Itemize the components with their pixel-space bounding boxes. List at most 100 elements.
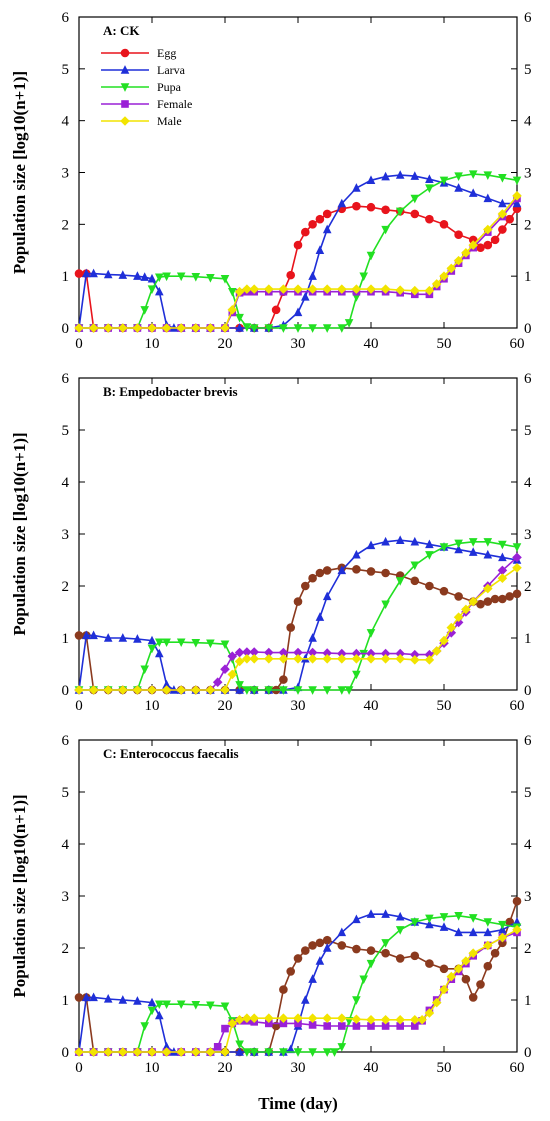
data-point	[227, 669, 238, 680]
data-point	[307, 654, 318, 664]
data-point	[352, 183, 361, 192]
data-point	[82, 630, 91, 640]
data-point	[74, 1047, 84, 1057]
data-point	[461, 248, 471, 258]
data-point	[271, 305, 281, 315]
data-point	[425, 174, 434, 183]
data-point	[468, 240, 478, 250]
x-tick-label: 20	[218, 336, 233, 352]
data-point	[293, 647, 303, 658]
data-point	[454, 544, 463, 554]
data-point	[439, 913, 449, 922]
data-point	[410, 285, 420, 296]
data-point	[381, 536, 390, 546]
data-point	[512, 896, 522, 906]
data-point	[424, 655, 435, 665]
data-point	[147, 997, 157, 1007]
data-point	[293, 240, 303, 250]
data-point	[337, 284, 347, 294]
data-point	[176, 272, 186, 282]
y-tick-label-right: 2	[524, 941, 532, 957]
y-tick-label: 5	[62, 62, 70, 78]
data-point	[191, 685, 201, 695]
data-point	[512, 198, 522, 208]
data-point	[118, 323, 128, 333]
data-point	[249, 1048, 259, 1057]
series-pupa	[74, 538, 522, 695]
data-point	[366, 654, 376, 664]
data-point	[155, 1010, 164, 1020]
series-male	[74, 925, 522, 1057]
data-point	[133, 271, 142, 280]
x-tick-label: 0	[75, 336, 83, 352]
data-point	[380, 284, 391, 294]
data-point	[498, 198, 507, 208]
data-point	[366, 648, 376, 659]
data-point	[425, 539, 434, 549]
legend-marker	[120, 65, 130, 74]
data-point	[293, 654, 303, 664]
data-point	[278, 647, 289, 658]
data-point	[468, 927, 478, 937]
y-tick-label-right: 5	[524, 423, 532, 439]
data-point	[410, 655, 420, 665]
data-point	[417, 1014, 427, 1025]
x-tick-label: 50	[437, 698, 452, 714]
data-point	[453, 612, 464, 622]
data-point	[279, 675, 288, 684]
data-point	[88, 685, 99, 695]
x-tick-label: 0	[75, 1060, 83, 1076]
data-point	[512, 925, 522, 935]
data-point	[191, 1047, 201, 1057]
data-point	[293, 597, 303, 606]
data-point	[301, 995, 310, 1004]
data-point	[162, 272, 171, 282]
data-point	[293, 1013, 303, 1023]
data-point	[395, 207, 405, 217]
data-point	[366, 946, 376, 955]
data-point	[147, 323, 157, 333]
data-point	[308, 271, 317, 280]
data-point	[396, 1022, 404, 1030]
data-point	[359, 975, 368, 985]
data-point	[242, 686, 252, 695]
data-point	[366, 284, 376, 294]
data-point	[381, 568, 390, 578]
data-point	[512, 191, 522, 201]
data-point	[453, 964, 464, 974]
data-point	[191, 323, 201, 333]
y-tick-label-right: 5	[524, 62, 532, 78]
data-point	[497, 932, 508, 943]
data-point	[249, 686, 259, 695]
data-point	[337, 941, 347, 950]
y-tick-label: 4	[62, 837, 70, 853]
data-point	[74, 323, 84, 333]
data-point	[461, 956, 471, 966]
data-point	[140, 1022, 149, 1031]
data-point	[337, 1043, 347, 1052]
x-tick-label: 30	[291, 336, 306, 352]
data-point	[381, 939, 390, 948]
data-point	[483, 549, 493, 559]
data-point	[265, 1019, 273, 1028]
data-point	[176, 1000, 186, 1010]
y-tick-label-right: 3	[524, 527, 532, 543]
y-tick-label: 1	[62, 993, 70, 1009]
data-point	[242, 1013, 252, 1023]
data-point	[337, 1013, 347, 1023]
data-point	[431, 997, 442, 1008]
data-point	[118, 1047, 128, 1057]
data-point	[191, 638, 201, 648]
y-tick-label: 2	[62, 217, 70, 233]
data-point	[381, 948, 390, 958]
series-pupa	[74, 912, 522, 1057]
legend-marker	[120, 48, 130, 58]
data-point	[351, 648, 362, 659]
plot-frame	[78, 377, 518, 691]
data-point	[147, 1006, 157, 1016]
data-point	[410, 918, 420, 927]
data-point	[132, 685, 143, 695]
data-point	[395, 926, 405, 935]
data-point	[351, 284, 362, 294]
